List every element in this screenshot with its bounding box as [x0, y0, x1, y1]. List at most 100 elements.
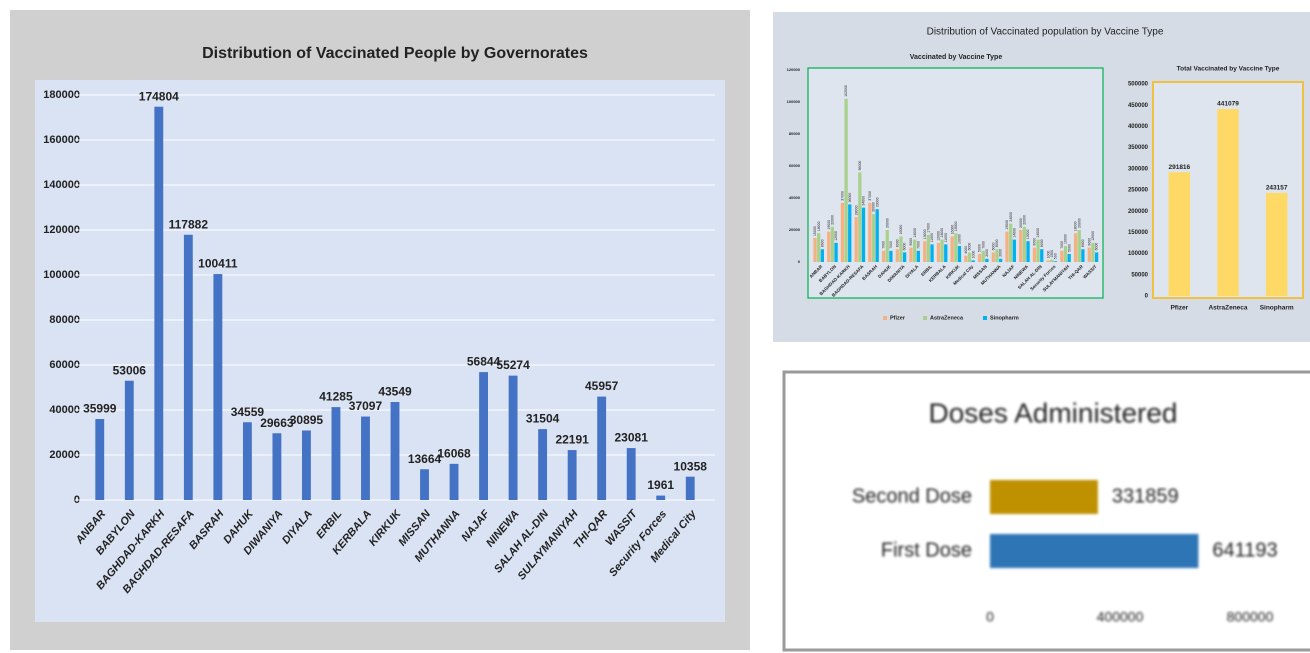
- value-label: 8000: [995, 239, 999, 247]
- value-label: 243157: [1266, 184, 1288, 191]
- value-label: 117882: [169, 217, 209, 231]
- bar: [1077, 230, 1081, 262]
- bar: [1094, 252, 1099, 262]
- bar: [827, 231, 831, 262]
- bar: [820, 249, 824, 262]
- category-label: Second Dose: [852, 485, 972, 507]
- value-label: 6000: [903, 243, 907, 251]
- bar: [242, 422, 252, 500]
- bar: [830, 226, 835, 262]
- bar: [479, 372, 488, 500]
- bar: [1050, 259, 1054, 262]
- legend-label: Sinopharm: [990, 315, 1019, 321]
- bar: [885, 230, 889, 262]
- value-label: 7000: [1060, 241, 1064, 249]
- y-tick-label: 40000: [789, 195, 801, 200]
- value-label: 13664: [408, 452, 442, 466]
- bar: [508, 375, 518, 500]
- bar: [1036, 239, 1040, 262]
- value-label: 37097: [349, 399, 383, 413]
- legend-label: AstraZeneca: [930, 315, 964, 321]
- y-tick-label: 20000: [49, 449, 80, 461]
- y-tick-label: 180000: [43, 89, 80, 101]
- x-tick-label: 800000: [1227, 609, 1274, 625]
- bar: [990, 480, 1098, 514]
- bar: [1046, 260, 1050, 262]
- bar: [954, 233, 958, 262]
- y-tick-label: 120000: [787, 67, 801, 72]
- bar: [1265, 192, 1288, 296]
- y-tick-label: 40000: [49, 404, 80, 416]
- bar: [950, 236, 954, 262]
- value-label: 12000: [834, 231, 838, 241]
- bar: [871, 214, 876, 262]
- value-label: 12000: [937, 231, 941, 241]
- value-label: 15000: [813, 226, 817, 236]
- bar: [895, 249, 899, 262]
- bar: [95, 419, 105, 500]
- chart-title: Distribution of Vaccinated People by Gov…: [202, 45, 588, 62]
- value-label: 441079: [1217, 101, 1239, 108]
- value-label: 30895: [290, 413, 324, 427]
- value-label: 37000: [841, 191, 845, 201]
- bar: [844, 98, 848, 262]
- value-label: 12000: [1091, 231, 1095, 241]
- bar: [998, 258, 1003, 262]
- value-label: 5000: [1067, 244, 1071, 252]
- value-label: 174804: [139, 89, 179, 103]
- y-tick-label: 80000: [789, 131, 801, 136]
- bar: [899, 236, 903, 262]
- y-tick-label: 80000: [49, 314, 80, 326]
- y-tick-label: 300000: [1128, 166, 1149, 172]
- y-tick-label: 400000: [1128, 124, 1149, 130]
- value-label: 7000: [916, 241, 920, 249]
- bar: [930, 244, 934, 262]
- value-label: 11000: [930, 233, 934, 243]
- bar: [854, 217, 858, 262]
- bar: [597, 396, 607, 500]
- bar: [834, 242, 838, 262]
- value-label: 19000: [827, 220, 831, 230]
- value-label: 20000: [1077, 218, 1081, 228]
- value-label: 8000: [895, 239, 899, 247]
- value-label: 20000: [1019, 218, 1023, 228]
- value-label: 34559: [231, 405, 265, 419]
- bar: [390, 402, 400, 500]
- y-tick-label: 100000: [1128, 251, 1149, 257]
- bar: [902, 252, 907, 262]
- bar: [1053, 261, 1058, 262]
- bar: [1091, 242, 1095, 262]
- bar: [977, 254, 982, 262]
- y-tick-label: 50000: [1131, 272, 1148, 278]
- value-label: 17000: [926, 223, 930, 233]
- bar: [567, 450, 577, 500]
- bar: [361, 416, 370, 500]
- bar: [1217, 108, 1239, 296]
- x-tick-label: 0: [986, 609, 994, 625]
- x-tick-label: 400000: [1097, 609, 1144, 625]
- value-label: 641193: [1212, 539, 1277, 561]
- plot-area: [35, 80, 725, 622]
- value-label: 31504: [526, 412, 560, 426]
- y-tick-label: 150000: [1128, 230, 1149, 236]
- legend-swatch: [923, 316, 927, 320]
- value-label: 20000: [885, 218, 889, 228]
- bar: [1081, 249, 1085, 262]
- value-label: 5000: [978, 244, 982, 252]
- legend-label: Pfizer: [890, 315, 906, 321]
- value-label: 6000: [1095, 243, 1099, 251]
- bar: [1026, 241, 1030, 262]
- value-label: 36000: [848, 193, 852, 203]
- bar: [916, 250, 920, 262]
- value-label: 45957: [585, 379, 619, 393]
- value-label: 291816: [1168, 164, 1190, 171]
- bar: [940, 239, 944, 262]
- bar: [957, 246, 962, 262]
- legend-swatch: [883, 316, 887, 320]
- value-label: 24000: [1009, 212, 1013, 222]
- value-label: 9000: [909, 238, 913, 246]
- bar: [971, 260, 975, 262]
- bar: [858, 172, 862, 262]
- y-tick-label: 100000: [43, 269, 80, 281]
- value-label: 102000: [844, 85, 848, 97]
